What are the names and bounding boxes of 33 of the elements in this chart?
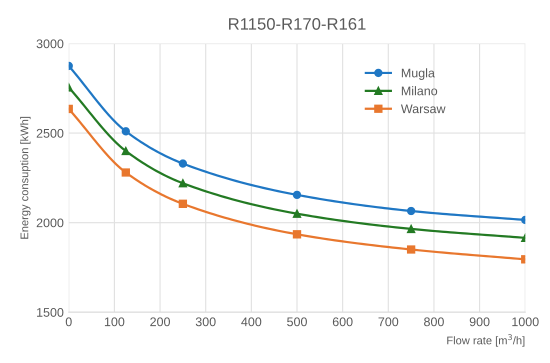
- point: [122, 146, 130, 156]
- x-tick-label: 400: [241, 317, 262, 326]
- point: [406, 245, 416, 254]
- point: [178, 159, 188, 168]
- point: [406, 224, 416, 234]
- chart-title: R1150-R170-R161: [229, 18, 366, 30]
- x-tick-label: 0: [66, 317, 72, 326]
- x-tick-label: 600: [332, 317, 353, 326]
- point: [292, 190, 302, 200]
- x-tick-label: 500: [287, 317, 307, 326]
- x-tick-label: 300: [196, 317, 216, 326]
- point: [178, 200, 188, 208]
- point: [292, 230, 302, 238]
- point: [122, 127, 130, 136]
- x-tick-label: 100: [104, 317, 124, 326]
- y-axis-title: Energy consuption [kWh]: [20, 116, 31, 239]
- x-tick-label: 1000: [512, 317, 539, 326]
- point: [178, 179, 188, 188]
- point: [292, 210, 302, 218]
- y-tick-label: 2000: [36, 218, 64, 228]
- x-tick-label: 800: [424, 317, 444, 326]
- point: [406, 206, 416, 216]
- y-tick-label: 3000: [36, 39, 64, 48]
- legend-label: Warsaw: [400, 104, 446, 114]
- x-axis-title: Flow rate [m$^{3}$/h]: [447, 334, 524, 347]
- x-tick-label: 700: [378, 317, 398, 326]
- legend-label: Mugla: [402, 68, 435, 80]
- y-tick-label: 1500: [37, 308, 64, 317]
- x-tick-label: 200: [150, 317, 170, 326]
- x-tick-label: 900: [470, 317, 490, 326]
- y-tick-label: 2500: [36, 128, 64, 138]
- point: [122, 168, 130, 177]
- legend-label: Milano: [402, 86, 438, 96]
